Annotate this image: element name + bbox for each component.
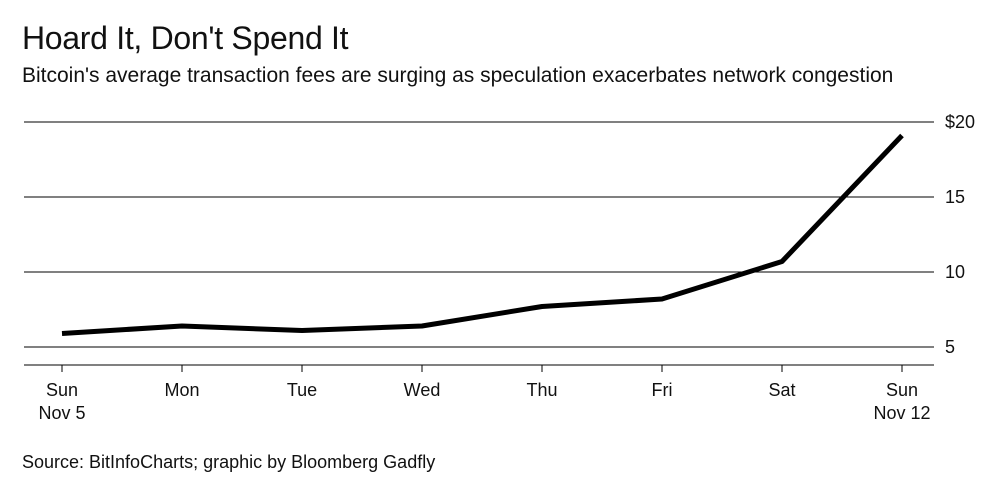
chart-title: Hoard It, Don't Spend It xyxy=(22,20,349,56)
x-tick-label: Sun xyxy=(886,380,918,400)
x-tick-label: Thu xyxy=(526,380,557,400)
x-tick-label: Mon xyxy=(164,380,199,400)
x-tick-label: Sat xyxy=(768,380,795,400)
source-note: Source: BitInfoCharts; graphic by Bloomb… xyxy=(22,452,436,472)
y-tick-label: $20 xyxy=(945,112,975,132)
x-tick-label: Nov 5 xyxy=(38,403,85,423)
x-tick-label: Nov 12 xyxy=(873,403,930,423)
x-tick-label: Fri xyxy=(652,380,673,400)
x-tick-label: Tue xyxy=(287,380,317,400)
y-tick-label: 15 xyxy=(945,187,965,207)
y-tick-label: 5 xyxy=(945,337,955,357)
series-line xyxy=(61,133,904,336)
x-tick-label: Wed xyxy=(404,380,441,400)
y-tick-label: 10 xyxy=(945,262,965,282)
chart-subtitle: Bitcoin's average transaction fees are s… xyxy=(22,64,894,87)
x-tick-label: Sun xyxy=(46,380,78,400)
